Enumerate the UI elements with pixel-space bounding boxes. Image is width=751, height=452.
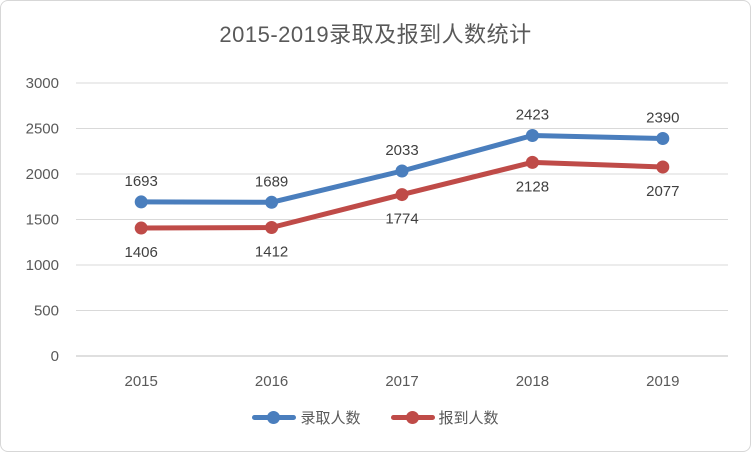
y-tick-label: 1500 xyxy=(26,212,59,229)
data-label: 1406 xyxy=(125,244,158,261)
x-tick-label: 2017 xyxy=(385,373,418,390)
data-label: 1774 xyxy=(385,211,418,228)
legend-item-admitted: 录取人数 xyxy=(252,407,361,428)
data-point-marker xyxy=(656,132,670,146)
data-point-marker xyxy=(395,164,409,178)
chart-legend: 录取人数 报到人数 xyxy=(1,407,750,428)
y-tick-label: 0 xyxy=(51,348,59,365)
data-point-marker xyxy=(395,188,409,202)
legend-label-admitted: 录取人数 xyxy=(300,410,361,427)
data-point-marker xyxy=(656,160,670,174)
x-tick-label: 2016 xyxy=(255,373,288,390)
legend-line-marker-icon xyxy=(390,410,435,425)
y-tick-label: 2500 xyxy=(26,121,59,138)
data-point-marker xyxy=(525,129,539,143)
x-tick-label: 2018 xyxy=(516,373,549,390)
y-tick-label: 2000 xyxy=(26,166,59,183)
legend-item-registered: 报到人数 xyxy=(390,407,499,428)
data-point-marker xyxy=(525,155,539,169)
data-label: 2077 xyxy=(646,183,679,200)
chart-title: 2015-2019录取及报到人数统计 xyxy=(219,22,532,47)
data-point-marker xyxy=(134,195,148,209)
y-tick-label: 1000 xyxy=(26,257,59,274)
data-label: 1689 xyxy=(255,173,288,190)
data-point-marker xyxy=(265,195,279,209)
y-tick-label: 500 xyxy=(34,303,59,320)
data-point-marker xyxy=(265,221,279,235)
data-label: 1412 xyxy=(255,244,288,261)
data-point-marker xyxy=(134,221,148,235)
data-label: 1693 xyxy=(125,173,158,190)
data-label: 2128 xyxy=(516,178,549,195)
x-tick-label: 2019 xyxy=(646,373,679,390)
x-tick-label: 2015 xyxy=(125,373,158,390)
legend-label-registered: 报到人数 xyxy=(438,410,499,427)
data-label: 2390 xyxy=(646,110,679,127)
data-label: 2423 xyxy=(516,107,549,124)
y-tick-label: 3000 xyxy=(26,75,59,92)
legend-line-marker-icon xyxy=(252,410,297,425)
data-label: 2033 xyxy=(385,142,418,159)
